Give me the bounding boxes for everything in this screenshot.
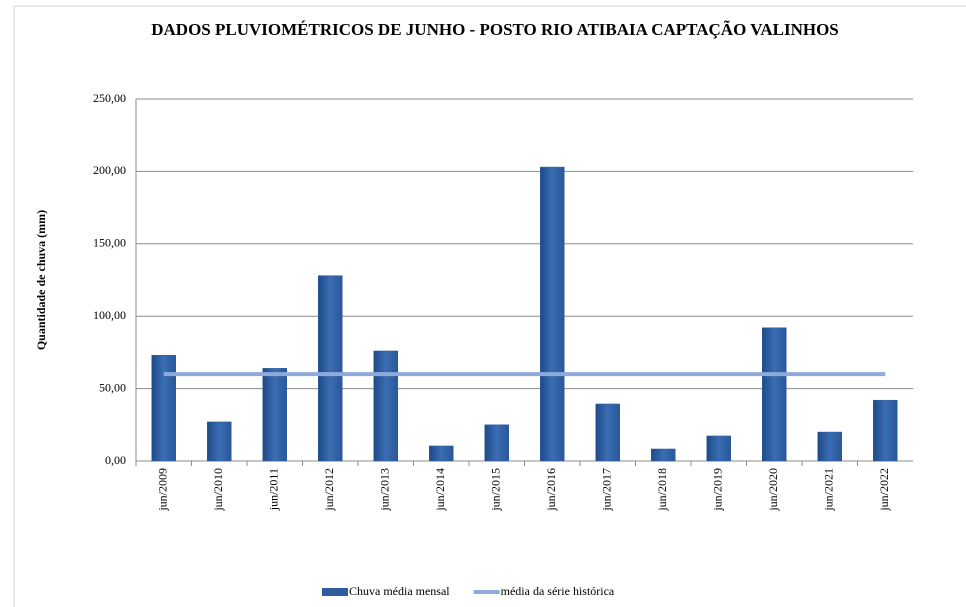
x-tick-label: jun/2013 bbox=[378, 468, 392, 512]
bar bbox=[373, 350, 398, 462]
bar bbox=[429, 445, 454, 462]
chart-border bbox=[13, 5, 966, 607]
y-axis-label: Quantidade de chuva (mm) bbox=[34, 210, 48, 350]
x-tick-label: jun/2014 bbox=[433, 468, 447, 512]
y-tick-label: 200,00 bbox=[93, 163, 126, 177]
bar bbox=[151, 355, 176, 462]
x-tick-label: jun/2016 bbox=[544, 468, 558, 512]
bar bbox=[762, 327, 787, 462]
bar bbox=[651, 448, 676, 462]
x-tick-label: jun/2018 bbox=[655, 468, 669, 512]
y-tick-label: 150,00 bbox=[93, 236, 126, 250]
x-tick-label: jun/2020 bbox=[766, 468, 780, 512]
chart-title: DADOS PLUVIOMÉTRICOS DE JUNHO - POSTO RI… bbox=[151, 20, 839, 39]
x-tick-label: jun/2015 bbox=[489, 468, 503, 512]
legend-label: Chuva média mensal bbox=[349, 584, 450, 598]
x-tick-label: jun/2010 bbox=[211, 468, 225, 512]
bar bbox=[540, 166, 565, 462]
bar bbox=[484, 424, 509, 462]
y-tick-label: 250,00 bbox=[93, 91, 126, 105]
x-tick-label: jun/2019 bbox=[711, 468, 725, 512]
x-tick-label: jun/2009 bbox=[156, 468, 170, 512]
legend-label: média da série histórica bbox=[501, 584, 615, 598]
bar bbox=[207, 421, 232, 462]
legend-swatch bbox=[322, 588, 348, 596]
x-tick-label: jun/2012 bbox=[322, 468, 336, 512]
bar bbox=[262, 368, 287, 462]
y-tick-label: 100,00 bbox=[93, 308, 126, 322]
bar bbox=[817, 431, 842, 462]
x-tick-label: jun/2022 bbox=[877, 468, 891, 512]
x-tick-label: jun/2011 bbox=[267, 468, 281, 511]
x-tick-label: jun/2017 bbox=[600, 468, 614, 512]
bar bbox=[706, 435, 731, 462]
bar bbox=[595, 403, 620, 462]
bar bbox=[318, 275, 343, 462]
y-tick-label: 0,00 bbox=[105, 453, 126, 467]
y-tick-label: 50,00 bbox=[99, 380, 126, 394]
x-tick-label: jun/2021 bbox=[822, 468, 836, 512]
bar bbox=[873, 399, 898, 462]
